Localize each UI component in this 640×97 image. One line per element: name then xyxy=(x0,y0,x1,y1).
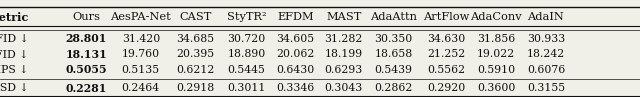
Text: ArtFlow: ArtFlow xyxy=(423,12,469,23)
Text: 30.350: 30.350 xyxy=(374,34,413,44)
Text: 18.658: 18.658 xyxy=(374,49,413,59)
Text: 0.3011: 0.3011 xyxy=(227,83,266,93)
Text: 20.395: 20.395 xyxy=(176,49,214,59)
Text: 0.6076: 0.6076 xyxy=(527,65,565,75)
Text: AdaConv: AdaConv xyxy=(470,12,522,23)
Text: 18.131: 18.131 xyxy=(65,49,108,60)
Text: MAST: MAST xyxy=(326,12,362,23)
Text: 0.2464: 0.2464 xyxy=(122,83,160,93)
Text: 34.630: 34.630 xyxy=(427,34,465,44)
Text: 30.933: 30.933 xyxy=(527,34,565,44)
Text: LPIPS ↓: LPIPS ↓ xyxy=(0,65,29,75)
Text: FID ↓: FID ↓ xyxy=(0,49,29,59)
Text: 18.199: 18.199 xyxy=(324,49,363,59)
Text: 0.3043: 0.3043 xyxy=(324,83,363,93)
Text: 0.5562: 0.5562 xyxy=(427,65,465,75)
Text: 0.2918: 0.2918 xyxy=(176,83,214,93)
Text: 31.420: 31.420 xyxy=(122,34,160,44)
Text: 34.605: 34.605 xyxy=(276,34,315,44)
Text: 19.760: 19.760 xyxy=(122,49,160,59)
Text: 0.6212: 0.6212 xyxy=(176,65,214,75)
Text: 34.685: 34.685 xyxy=(176,34,214,44)
Text: 0.2920: 0.2920 xyxy=(427,83,465,93)
Text: 0.3155: 0.3155 xyxy=(527,83,565,93)
Text: 20.062: 20.062 xyxy=(276,49,315,59)
Text: EFDM: EFDM xyxy=(277,12,314,23)
Text: 0.6293: 0.6293 xyxy=(324,65,363,75)
Text: 31.856: 31.856 xyxy=(477,34,515,44)
Text: 0.5910: 0.5910 xyxy=(477,65,515,75)
Text: 0.2862: 0.2862 xyxy=(374,83,413,93)
Text: 0.6430: 0.6430 xyxy=(276,65,315,75)
Text: 19.022: 19.022 xyxy=(477,49,515,59)
Text: CAST: CAST xyxy=(179,12,211,23)
Text: 28.801: 28.801 xyxy=(66,33,107,44)
Text: Ours: Ours xyxy=(72,12,100,23)
Text: 18.890: 18.890 xyxy=(227,49,266,59)
Text: 18.242: 18.242 xyxy=(527,49,565,59)
Text: 0.3346: 0.3346 xyxy=(276,83,315,93)
Text: 0.2281: 0.2281 xyxy=(66,83,107,94)
Text: 0.5445: 0.5445 xyxy=(227,65,266,75)
Text: 21.252: 21.252 xyxy=(427,49,465,59)
Text: 0.3600: 0.3600 xyxy=(477,83,515,93)
Text: StyTR²: StyTR² xyxy=(227,12,266,23)
Text: 31.282: 31.282 xyxy=(324,34,363,44)
Text: 30.720: 30.720 xyxy=(227,34,266,44)
Text: AdaAttn: AdaAttn xyxy=(370,12,417,23)
Text: 0.5055: 0.5055 xyxy=(65,64,108,75)
Text: 0.5135: 0.5135 xyxy=(122,65,160,75)
Text: ArtFID ↓: ArtFID ↓ xyxy=(0,34,29,44)
Text: 0.5439: 0.5439 xyxy=(374,65,413,75)
Text: AesPA-Net: AesPA-Net xyxy=(111,12,171,23)
Text: AdaIN: AdaIN xyxy=(527,12,564,23)
Text: Metric: Metric xyxy=(0,12,29,23)
Text: CFSD ↓: CFSD ↓ xyxy=(0,83,29,93)
